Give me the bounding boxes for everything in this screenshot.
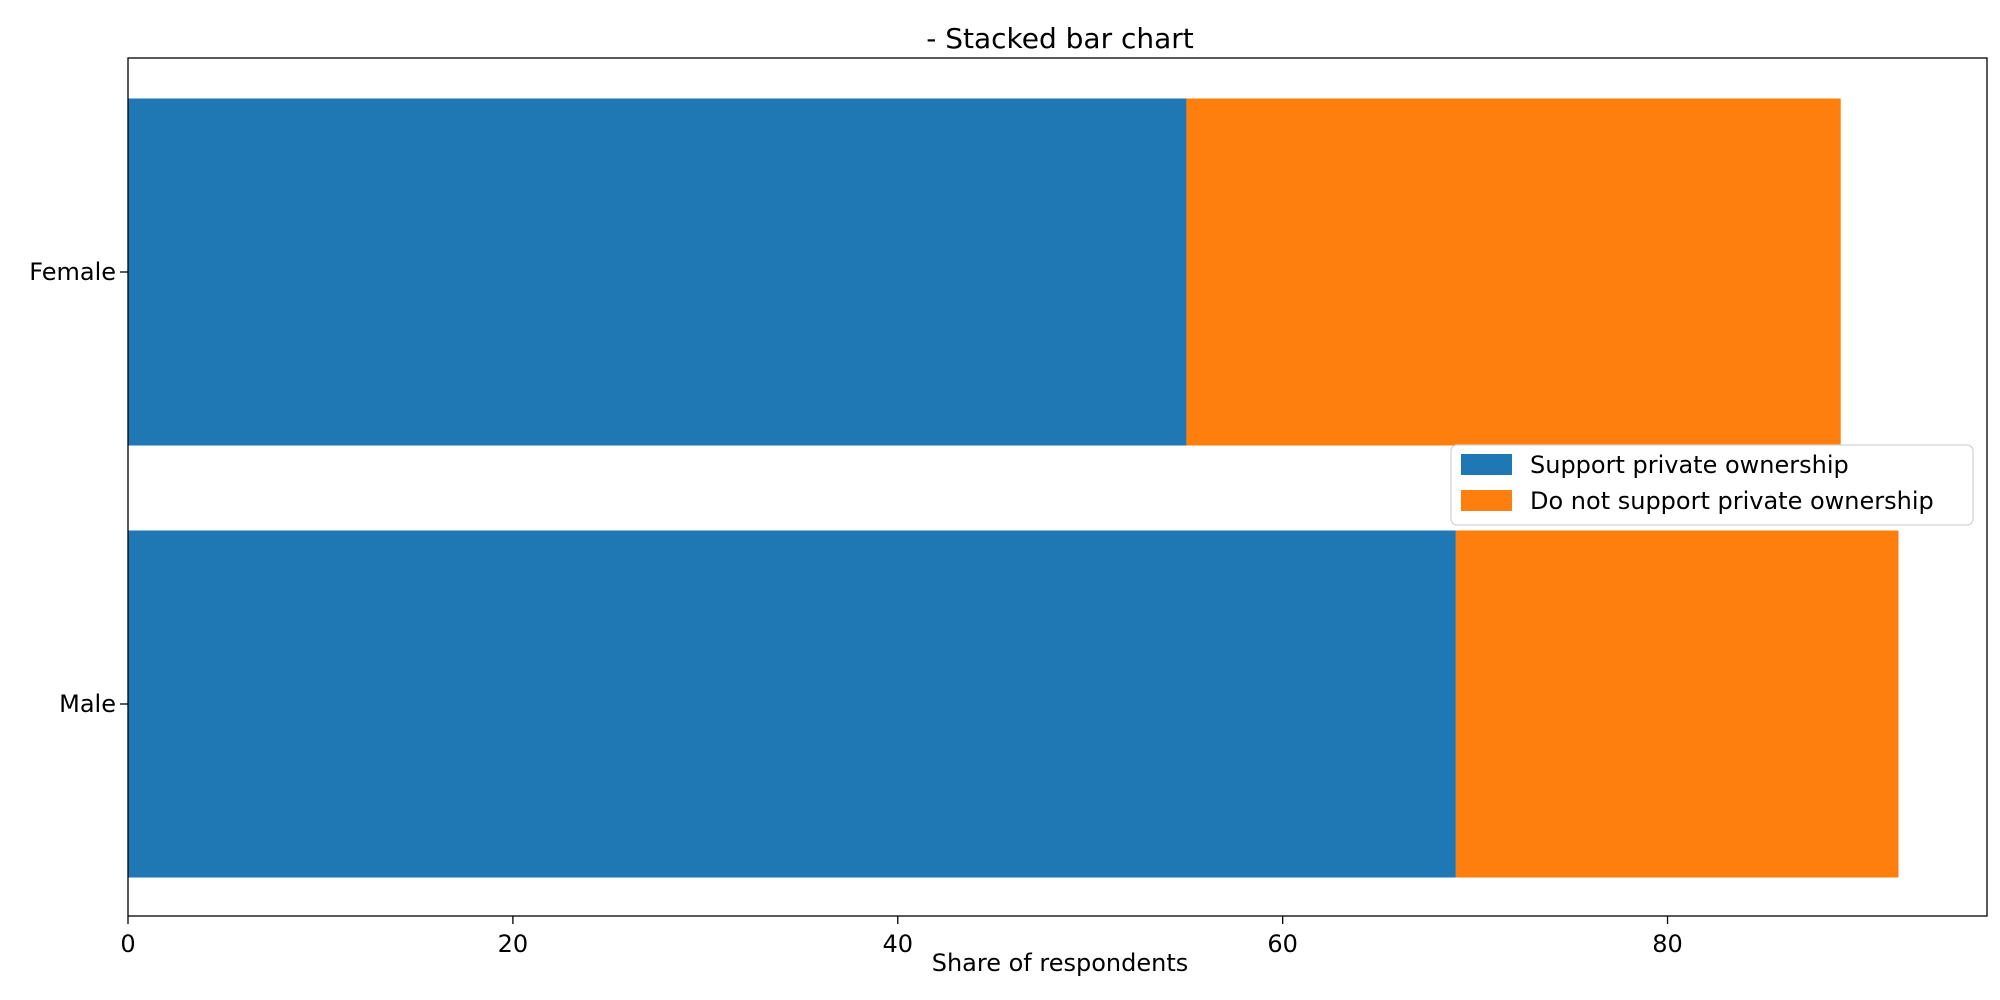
bar-female-series-2 bbox=[1186, 98, 1841, 446]
plot-frame bbox=[127, 57, 1988, 917]
x-tick-label-2: 40 bbox=[882, 930, 913, 958]
x-tick-label-1: 20 bbox=[498, 930, 529, 958]
legend-box bbox=[1450, 444, 1974, 526]
axes-layer bbox=[127, 57, 1988, 917]
bar-male-series-1 bbox=[128, 530, 1456, 878]
bars-layer bbox=[128, 98, 1899, 878]
legend-label-2: Do not support private ownership bbox=[1530, 487, 1934, 515]
chart-title: - Stacked bar chart bbox=[926, 22, 1194, 55]
legend-swatch-1 bbox=[1461, 454, 1512, 475]
ticks-layer: 0 20 40 60 80 Male Female bbox=[29, 258, 1683, 958]
legend-swatch-2 bbox=[1461, 490, 1512, 511]
x-tick-label-3: 60 bbox=[1267, 930, 1298, 958]
legend: Support private ownership Do not support … bbox=[1450, 444, 1974, 526]
bar-female-series-1 bbox=[128, 98, 1187, 446]
legend-label-1: Support private ownership bbox=[1530, 451, 1849, 479]
bar-male-series-2 bbox=[1455, 530, 1899, 878]
x-tick-label-4: 80 bbox=[1652, 930, 1683, 958]
x-tick-label-0: 0 bbox=[120, 930, 135, 958]
x-axis-label: Share of respondents bbox=[932, 949, 1189, 977]
y-tick-label-female: Female bbox=[29, 258, 116, 286]
y-tick-label-male: Male bbox=[59, 690, 116, 718]
